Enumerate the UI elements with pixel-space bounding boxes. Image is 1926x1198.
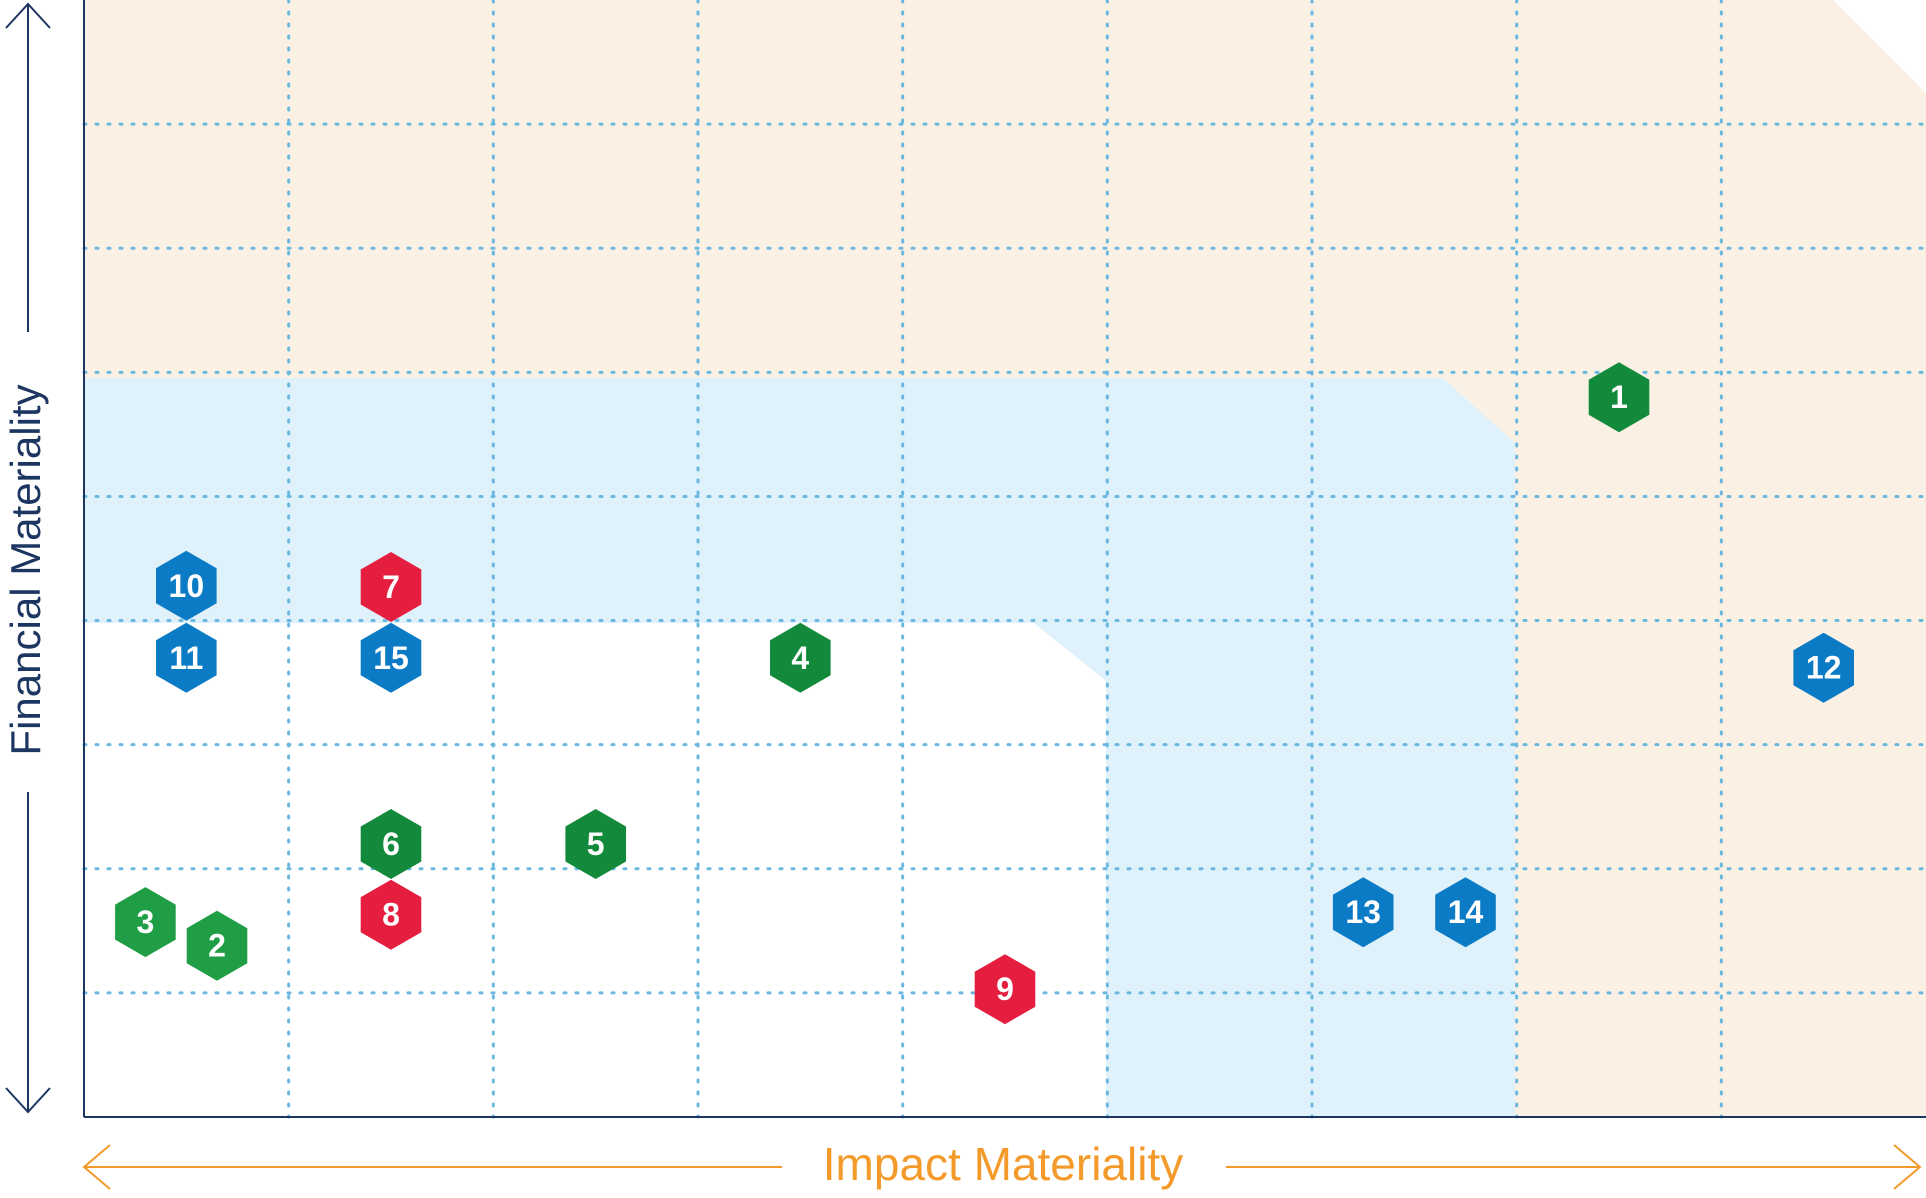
data-point-label: 15: [373, 640, 409, 676]
y-axis-label: Financial Materiality: [2, 384, 49, 755]
data-point-label: 10: [169, 568, 205, 604]
data-point-label: 4: [791, 640, 809, 676]
data-point-label: 7: [382, 569, 400, 605]
x-arrow-left-head: [82, 1144, 111, 1190]
data-point-1: 1: [1588, 362, 1650, 433]
data-point-11: 11: [156, 622, 217, 693]
y-axis-label-group: Financial Materiality: [2, 384, 49, 755]
data-point-label: 3: [137, 904, 155, 940]
hexagon-marker: [156, 622, 217, 693]
data-point-7: 7: [360, 552, 422, 622]
data-point-13: 13: [1332, 877, 1394, 948]
hexagon-marker: [186, 910, 248, 981]
x-axis-label: Impact Materiality: [823, 1138, 1183, 1190]
data-point-12: 12: [1793, 632, 1854, 703]
data-point-label: 5: [587, 826, 605, 862]
data-point-9: 9: [974, 954, 1036, 1025]
hexagon-marker: [360, 622, 422, 693]
y-arrow-down-head: [5, 1087, 51, 1114]
hexagon-marker: [974, 954, 1036, 1025]
data-point-15: 15: [360, 622, 422, 693]
data-point-8: 8: [360, 879, 422, 950]
hexagon-marker: [1793, 632, 1854, 703]
hexagon-marker: [1332, 877, 1394, 948]
data-point-label: 8: [382, 897, 400, 933]
data-point-14: 14: [1435, 877, 1496, 948]
data-point-label: 11: [169, 640, 203, 676]
hexagon-marker: [1588, 362, 1650, 433]
hexagon-marker: [360, 879, 422, 950]
data-point-3: 3: [115, 887, 176, 958]
hexagon-marker: [360, 809, 422, 879]
data-point-label: 1: [1610, 379, 1628, 415]
data-point-label: 12: [1806, 650, 1842, 686]
materiality-zones: [84, 0, 1926, 1117]
data-point-label: 9: [996, 971, 1014, 1007]
axes: [5, 0, 1926, 1190]
data-point-2: 2: [186, 910, 248, 981]
data-point-4: 4: [770, 622, 831, 693]
y-arrow-up-head: [5, 2, 51, 29]
hexagon-marker: [1435, 877, 1496, 948]
x-arrow-right-head: [1893, 1144, 1922, 1190]
hexagon-marker: [360, 552, 422, 622]
data-point-label: 14: [1448, 894, 1484, 930]
hexagon-marker: [115, 887, 176, 958]
hexagon-marker: [565, 809, 626, 879]
data-point-6: 6: [360, 809, 422, 879]
medium-materiality-zone: [84, 378, 1515, 1117]
data-point-label: 6: [382, 826, 400, 862]
data-point-label: 2: [208, 928, 226, 964]
data-point-label: 13: [1345, 894, 1381, 930]
high-materiality-zone: [84, 0, 1926, 1117]
data-point-5: 5: [565, 809, 626, 879]
hexagon-marker: [156, 550, 217, 621]
hexagon-marker: [770, 622, 831, 693]
data-point-10: 10: [156, 550, 217, 621]
